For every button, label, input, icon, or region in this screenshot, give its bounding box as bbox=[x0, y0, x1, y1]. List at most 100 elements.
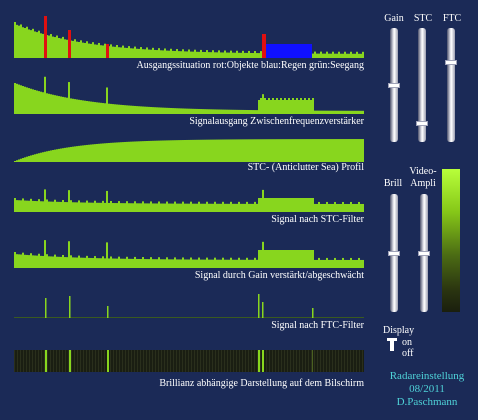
screen-scanline bbox=[116, 350, 117, 372]
brill-slider[interactable] bbox=[388, 251, 400, 256]
stc-profile-bar bbox=[162, 140, 164, 162]
screen-scanline bbox=[329, 350, 330, 372]
after-stc-bar bbox=[132, 203, 134, 212]
if-signal-bar bbox=[188, 108, 190, 114]
sea-clutter-bar bbox=[154, 49, 156, 58]
stc-profile-bar bbox=[306, 139, 308, 162]
after-stc-bar bbox=[240, 203, 242, 212]
sea-clutter-bar bbox=[312, 53, 314, 58]
stc-profile-bar bbox=[312, 139, 314, 162]
after-stc-bar bbox=[236, 203, 238, 212]
sea-clutter-bar bbox=[260, 51, 262, 58]
sea-clutter-bar bbox=[240, 52, 242, 58]
if-signal-bar bbox=[160, 107, 162, 114]
gain-bar bbox=[278, 250, 280, 268]
screen-scanline bbox=[209, 350, 210, 372]
if-signal-bar bbox=[48, 93, 50, 114]
gain-bar bbox=[338, 259, 340, 268]
after-stc-bar bbox=[184, 203, 186, 212]
stc-profile-bar bbox=[178, 140, 180, 162]
stc-profile-bar bbox=[244, 139, 246, 162]
stc-profile-bar bbox=[238, 139, 240, 162]
stc-profile-bar bbox=[84, 145, 86, 162]
ftc-baseline bbox=[14, 317, 364, 318]
sea-clutter-bar bbox=[170, 48, 172, 58]
video-ampli-slider[interactable] bbox=[418, 251, 430, 256]
stc-profile-bar bbox=[70, 146, 72, 162]
stc-profile-bar bbox=[188, 139, 190, 162]
after-stc-bar bbox=[304, 198, 306, 212]
if-signal-bar bbox=[24, 86, 26, 114]
sea-clutter-bar bbox=[80, 40, 82, 58]
sea-clutter-bar bbox=[16, 24, 18, 58]
if-signal-bar bbox=[204, 109, 206, 114]
stc-profile-bar bbox=[62, 148, 64, 162]
sea-clutter-bar bbox=[204, 52, 206, 58]
gain-bar bbox=[332, 259, 334, 268]
stc-profile-bar bbox=[210, 139, 212, 162]
screen-scanline bbox=[317, 350, 318, 372]
after-stc-bar bbox=[14, 198, 16, 212]
after-stc-bar bbox=[30, 198, 32, 212]
gain-bar bbox=[260, 250, 262, 268]
if-signal-bar bbox=[76, 99, 78, 114]
after-stc-bar bbox=[24, 200, 26, 212]
ftc-spike bbox=[258, 294, 260, 318]
gain-label: Gain bbox=[384, 13, 404, 24]
gain-bar bbox=[150, 257, 152, 268]
if-signal-bar bbox=[130, 105, 132, 114]
gain-bar bbox=[52, 256, 54, 268]
sea-clutter-bar bbox=[186, 51, 188, 58]
stc-profile-bar bbox=[130, 141, 132, 162]
stc-profile-bar bbox=[120, 142, 122, 162]
stc-profile-bar bbox=[240, 139, 242, 162]
stc-profile-bar bbox=[234, 139, 236, 162]
sea-clutter-bar bbox=[126, 47, 128, 58]
stc-slider[interactable] bbox=[416, 120, 428, 126]
stc-profile-bar bbox=[148, 140, 150, 162]
gain-bar bbox=[250, 259, 252, 268]
after-stc-bar bbox=[278, 198, 280, 212]
gain-bar bbox=[72, 257, 74, 268]
gain-bar bbox=[84, 257, 86, 268]
gain-bar bbox=[64, 257, 66, 268]
sea-clutter-bar bbox=[176, 49, 178, 58]
if-signal-bar bbox=[270, 100, 272, 114]
stc-profile-bar bbox=[278, 139, 280, 162]
gain-bar bbox=[320, 259, 322, 268]
stc-profile-bar bbox=[322, 139, 324, 162]
gain-bar bbox=[162, 259, 164, 268]
after-stc-bar bbox=[220, 203, 222, 212]
stc-profile-bar bbox=[56, 149, 58, 162]
sea-clutter-bar bbox=[54, 37, 56, 58]
after-stc-bar bbox=[264, 198, 266, 212]
gain-bar bbox=[224, 259, 226, 268]
after-stc-bar bbox=[340, 203, 342, 212]
screen-scanline bbox=[38, 350, 39, 372]
screen-scanline bbox=[344, 350, 345, 372]
sea-clutter-bar bbox=[152, 47, 154, 58]
if-signal-bar bbox=[72, 98, 74, 114]
ftc-slider-track[interactable] bbox=[447, 28, 455, 142]
after-stc-bar bbox=[344, 203, 346, 212]
display-toggle[interactable] bbox=[387, 338, 399, 352]
stc-profile-bar bbox=[68, 147, 70, 162]
if-signal-bar bbox=[342, 110, 344, 114]
footer-date: 08/2011 bbox=[409, 383, 445, 395]
gain-bar bbox=[56, 256, 58, 268]
after-stc-bar bbox=[114, 203, 116, 212]
if-signal-bar bbox=[210, 109, 212, 114]
after-stc-bar bbox=[100, 202, 102, 212]
ftc-slider[interactable] bbox=[445, 60, 457, 66]
screen-scanline bbox=[272, 350, 273, 372]
gain-bar bbox=[240, 259, 242, 268]
ftc-spike bbox=[312, 308, 314, 318]
screen-scanline bbox=[299, 350, 300, 372]
if-signal-bar bbox=[172, 108, 174, 114]
stc-profile-bar bbox=[124, 141, 126, 162]
sea-clutter-bar bbox=[194, 49, 196, 58]
if-signal-bar bbox=[300, 98, 302, 114]
gain-slider[interactable] bbox=[388, 83, 400, 88]
gain-bar bbox=[136, 258, 138, 268]
stc-slider-track[interactable] bbox=[418, 28, 426, 142]
